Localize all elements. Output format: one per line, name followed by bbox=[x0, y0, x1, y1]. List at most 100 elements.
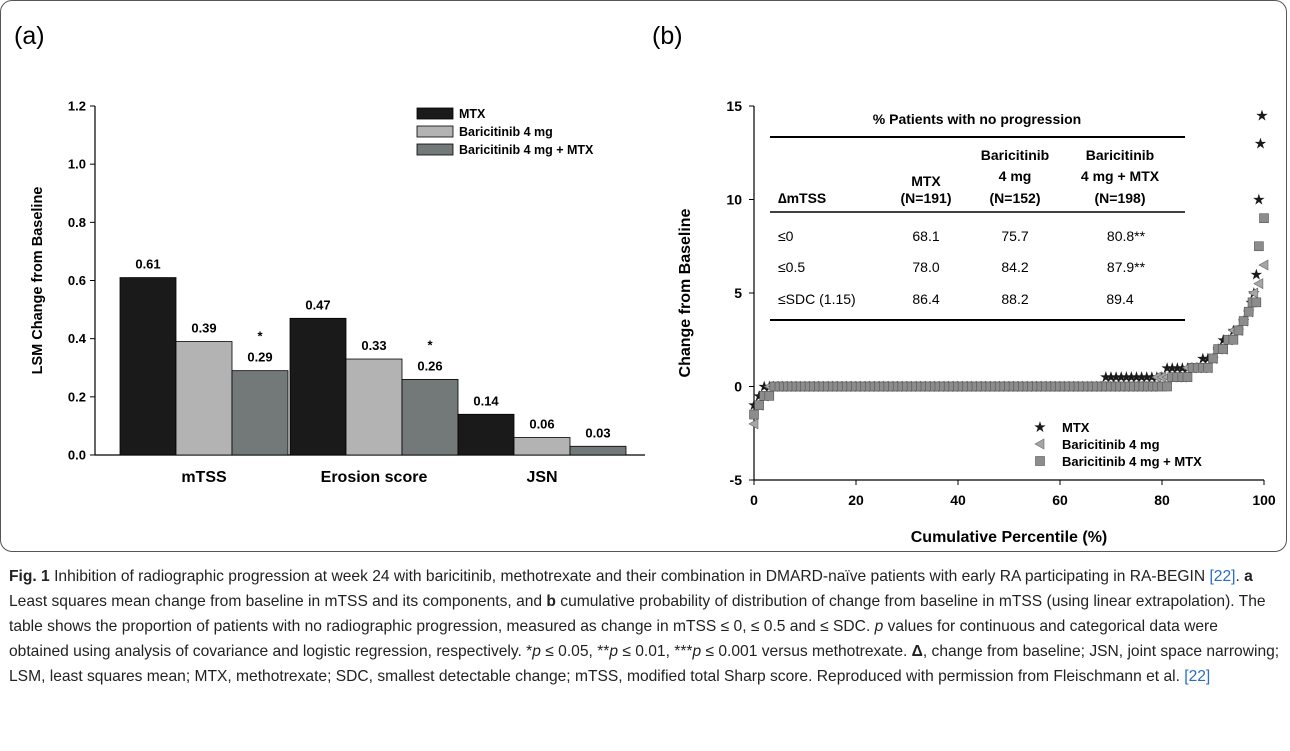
x-tick-label-b: 80 bbox=[1154, 492, 1170, 508]
legend-label-b: MTX bbox=[1062, 420, 1090, 435]
bar-value-label: 0.33 bbox=[361, 338, 386, 353]
y-tick-label-b: 0 bbox=[734, 379, 742, 395]
scatter-chart-b: -5 0 5 10 15 0 20 40 60 80 100 Cumulative Percentil… bbox=[677, 98, 1276, 546]
data-point-square bbox=[1254, 241, 1264, 252]
x-tick-label-b: 20 bbox=[848, 492, 864, 508]
y-tick-label-b: 10 bbox=[726, 192, 742, 208]
caption-part-b-label: b bbox=[546, 593, 556, 610]
x-category-label-a: mTSS bbox=[181, 469, 227, 486]
caption-delta: Δ bbox=[911, 643, 923, 660]
bar-value-label: 0.29 bbox=[247, 350, 272, 365]
figure-svg: (a) (b) 0.0 0.2 0.4 0.6 0.8 1.0 1.2 LSM Change … bbox=[14, 22, 1276, 546]
progression-table: % Patients with no progression ∆mTSS MTX… bbox=[770, 111, 1185, 321]
table-row-3-cell-1: 86.4 bbox=[912, 291, 939, 307]
table-row-1-cell-3: 80.8** bbox=[1107, 228, 1146, 244]
bar bbox=[119, 277, 177, 456]
table-col-2-line2: 4 mg bbox=[999, 168, 1032, 184]
caption-reference-link-1[interactable]: [22] bbox=[1209, 568, 1236, 585]
table-row-3-cell-2: 88.2 bbox=[1001, 291, 1028, 307]
caption-tail: , change from baseline; JSN, joint space… bbox=[9, 643, 1280, 685]
bar bbox=[401, 378, 459, 456]
y-tick-label-a: 0.0 bbox=[68, 448, 86, 463]
data-point-square bbox=[1228, 334, 1239, 345]
y-tick-label-a: 0.4 bbox=[68, 331, 87, 346]
data-point-star: ★ bbox=[1254, 135, 1267, 152]
caption-s1: ≤ 0.05, ** bbox=[540, 643, 610, 660]
caption-part-a-text: Least squares mean change from baseline … bbox=[9, 593, 547, 610]
bar bbox=[175, 341, 233, 456]
table-row-2-cell-2: 84.2 bbox=[1001, 259, 1028, 275]
data-point-square bbox=[1182, 372, 1193, 382]
bar-value-label: 0.39 bbox=[191, 321, 216, 336]
data-point-square bbox=[1162, 381, 1172, 392]
y-tick-label-a: 1.0 bbox=[68, 157, 86, 172]
y-tick-label-b: 15 bbox=[726, 98, 742, 114]
bar bbox=[569, 445, 627, 456]
table-col-3-line1: Baricitinib bbox=[1086, 147, 1154, 163]
caption-p-text: values for continuous and categorical da… bbox=[9, 618, 1218, 660]
data-point-star: ★ bbox=[1250, 266, 1263, 283]
table-row-1-cell-2: 75.7 bbox=[1001, 228, 1028, 244]
significance-marker: * bbox=[427, 337, 433, 352]
table-col-3-line3: (N=198) bbox=[1095, 190, 1146, 206]
x-category-label-a: JSN bbox=[526, 469, 557, 486]
table-col-1-line1: MTX bbox=[911, 173, 941, 189]
bar bbox=[231, 370, 289, 456]
table-row-2-label: ≤0.5 bbox=[778, 259, 805, 275]
y-axis-title-a: LSM Change from Baseline bbox=[30, 187, 46, 375]
y-tick-label-b: -5 bbox=[730, 472, 743, 488]
panel-label-b: (b) bbox=[652, 22, 683, 50]
caption-s3: ≤ 0.001 versus methotrexate. bbox=[701, 643, 912, 660]
table-row-1-cell-1: 68.1 bbox=[912, 228, 939, 244]
bar-chart-a: 0.0 0.2 0.4 0.6 0.8 1.0 1.2 LSM Change from Bas… bbox=[30, 99, 645, 486]
data-point-square bbox=[764, 391, 775, 401]
table-title: % Patients with no progression bbox=[873, 111, 1081, 127]
y-tick-label-a: 0.6 bbox=[68, 273, 86, 288]
bar-value-label: 0.03 bbox=[585, 425, 610, 440]
y-tick-label-a: 0.8 bbox=[68, 215, 86, 230]
table-row-3-label: ≤SDC (1.15) bbox=[778, 291, 856, 307]
significance-marker: * bbox=[257, 329, 263, 344]
legend-marker-b bbox=[1034, 438, 1045, 450]
caption-p3: p bbox=[692, 643, 702, 660]
bar-value-label: 0.14 bbox=[473, 393, 499, 408]
caption-intro: Inhibition of radiographic progression a… bbox=[49, 568, 1210, 585]
data-point-triangle-left bbox=[1253, 278, 1264, 290]
bar-value-label: 0.26 bbox=[417, 358, 442, 373]
caption-p2: p bbox=[609, 643, 619, 660]
table-row-2-cell-1: 78.0 bbox=[912, 259, 939, 275]
caption-p1: p bbox=[532, 643, 541, 660]
legend-marker-b bbox=[1035, 456, 1045, 466]
data-point-square bbox=[1208, 353, 1218, 364]
legend-label-a: MTX bbox=[459, 107, 486, 121]
table-col-3-line2: 4 mg + MTX bbox=[1081, 168, 1160, 184]
bar-value-label: 0.47 bbox=[305, 297, 330, 312]
legend-swatch-a bbox=[416, 125, 454, 138]
data-point-triangle-left bbox=[748, 418, 759, 430]
figure-caption: Fig. 1 Inhibition of radiographic progre… bbox=[9, 568, 1280, 685]
caption-s2: ≤ 0.01, *** bbox=[618, 643, 693, 660]
table-header-row-label: ∆mTSS bbox=[778, 190, 826, 206]
legend-label-a: Baricitinib 4 mg + MTX bbox=[459, 143, 594, 157]
caption-reference-link-2[interactable]: [22] bbox=[1184, 668, 1211, 685]
legend-marker-b: ★ bbox=[1033, 419, 1046, 436]
y-tick-label-b: 5 bbox=[734, 285, 742, 301]
panel-label-a: (a) bbox=[14, 22, 45, 50]
bar bbox=[457, 413, 515, 456]
legend-swatch-a bbox=[416, 143, 454, 156]
x-tick-label-b: 100 bbox=[1252, 492, 1276, 508]
y-tick-label-a: 1.2 bbox=[68, 99, 86, 114]
x-tick-label-b: 0 bbox=[750, 492, 758, 508]
x-tick-label-b: 40 bbox=[950, 492, 966, 508]
table-row-3-cell-3: 89.4 bbox=[1106, 291, 1133, 307]
legend-swatch-a bbox=[416, 107, 454, 120]
caption-fig-label: Fig. 1 bbox=[9, 568, 50, 585]
bar bbox=[289, 317, 347, 456]
table-row-1-label: ≤0 bbox=[778, 228, 794, 244]
data-point-square bbox=[749, 409, 759, 420]
x-axis-title-b: Cumulative Percentile (%) bbox=[911, 529, 1108, 546]
data-point-square bbox=[754, 400, 764, 411]
legend-label-b: Baricitinib 4 mg bbox=[1062, 437, 1160, 452]
legend-label-b: Baricitinib 4 mg + MTX bbox=[1062, 454, 1202, 469]
y-tick-label-a: 0.2 bbox=[68, 389, 86, 404]
